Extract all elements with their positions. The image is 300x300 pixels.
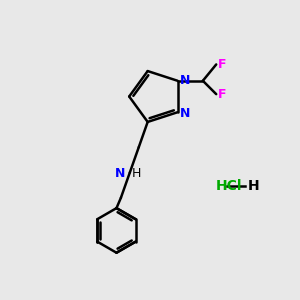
Text: F: F bbox=[218, 88, 226, 101]
Text: H: H bbox=[248, 179, 260, 193]
Text: N: N bbox=[180, 74, 190, 87]
Text: N: N bbox=[115, 167, 125, 181]
Text: HCl: HCl bbox=[215, 179, 242, 193]
Text: N: N bbox=[180, 107, 190, 120]
Text: H: H bbox=[132, 167, 142, 181]
Text: F: F bbox=[218, 58, 226, 71]
